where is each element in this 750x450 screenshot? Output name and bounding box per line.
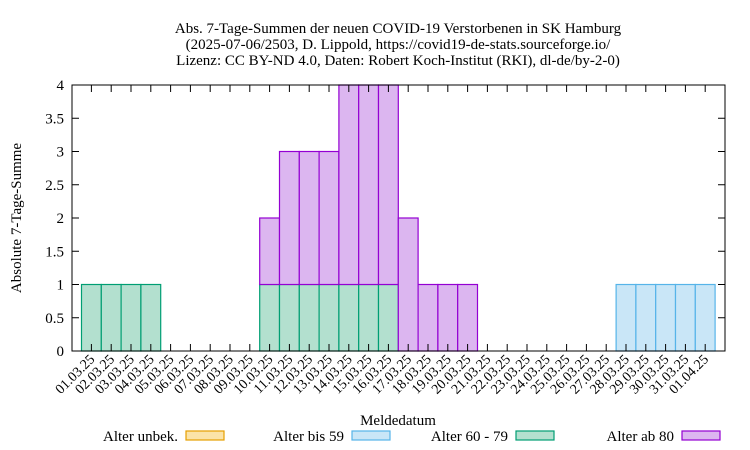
bar-01.04.25-series-1 <box>694 283 716 352</box>
y-tick-label: 2.5 <box>45 178 64 194</box>
bar-01.03.25-series-2 <box>80 283 102 352</box>
y-tick-label: 3 <box>57 145 65 161</box>
bar-11.03.25-series-2 <box>278 283 300 352</box>
y-tick-label: 0.5 <box>45 311 64 327</box>
y-tick-label: 1.5 <box>45 244 64 260</box>
bar-29.03.25-series-1 <box>635 283 657 352</box>
bar-02.03.25-series-2 <box>100 283 122 352</box>
y-tick-label: 1 <box>57 278 65 294</box>
chart-title: Abs. 7-Tage-Summen der neuen COVID-19 Ve… <box>175 21 622 69</box>
legend-label: Alter ab 80 <box>607 429 674 445</box>
legend-swatch <box>185 430 225 441</box>
bar-16.03.25-series-3 <box>377 84 399 286</box>
bar-13.03.25-series-2 <box>318 283 340 352</box>
bar-18.03.25-series-3 <box>417 283 439 352</box>
y-axis-label: Absolute 7-Tage-Summe <box>9 143 25 294</box>
legend-swatch <box>515 430 555 441</box>
bar-03.03.25-series-2 <box>120 283 142 352</box>
y-tick-label: 4 <box>57 78 65 94</box>
legend-label: Alter bis 59 <box>273 429 344 445</box>
bar-12.03.25-series-3 <box>298 150 320 286</box>
bar-31.03.25-series-1 <box>674 283 696 352</box>
x-axis-label: Meldedatum <box>360 413 436 429</box>
bar-13.03.25-series-3 <box>318 150 340 286</box>
bar-04.03.25-series-2 <box>140 283 162 352</box>
legend-label: Alter unbek. <box>103 429 178 445</box>
legend-swatch <box>351 430 391 441</box>
bar-16.03.25-series-2 <box>377 283 399 352</box>
title-line-1: Abs. 7-Tage-Summen der neuen COVID-19 Ve… <box>175 21 622 37</box>
title-line-2: (2025-07-06/2503, D. Lippold, https://co… <box>186 37 611 53</box>
y-tick-label: 2 <box>57 211 65 227</box>
bar-17.03.25-series-3 <box>397 217 419 352</box>
title-line-3: Lizenz: CC BY-ND 4.0, Daten: Robert Koch… <box>176 53 620 69</box>
y-tick-label: 3.5 <box>45 111 64 127</box>
bar-10.03.25-series-3 <box>259 217 281 286</box>
bar-20.03.25-series-3 <box>457 283 479 352</box>
legend: Alter unbek. Alter bis 59 Alter 60 - 79 Alt… <box>103 429 721 445</box>
bar-11.03.25-series-3 <box>278 150 300 286</box>
bar-28.03.25-series-1 <box>615 283 637 352</box>
bar-30.03.25-series-1 <box>655 283 677 352</box>
bar-14.03.25-series-3 <box>338 84 360 286</box>
bar-15.03.25-series-3 <box>358 84 380 286</box>
legend-label: Alter 60 - 79 <box>431 429 508 445</box>
bars-layer <box>80 84 716 352</box>
legend-swatch <box>681 430 721 441</box>
bar-19.03.25-series-3 <box>437 283 459 352</box>
bar-15.03.25-series-2 <box>358 283 380 352</box>
y-tick-label: 0 <box>57 344 65 360</box>
bar-14.03.25-series-2 <box>338 283 360 352</box>
bar-10.03.25-series-2 <box>259 283 281 352</box>
bar-12.03.25-series-2 <box>298 283 320 352</box>
